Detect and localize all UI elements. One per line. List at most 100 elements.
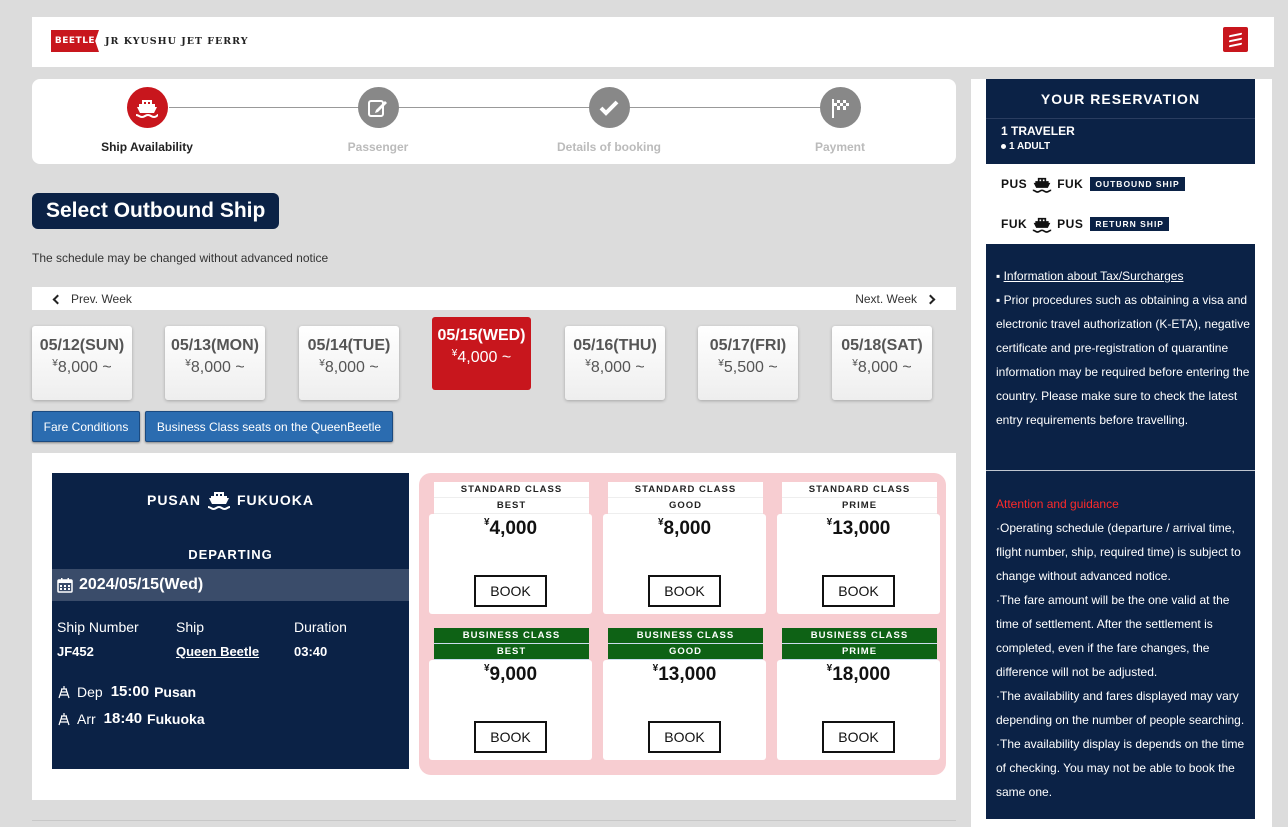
- site-header: BEETLE JR KYUSHU JET FERRY: [32, 17, 1274, 67]
- voyage-card: PUSAN FUKUOKA DEPARTING 2024/05/15(Wed) …: [32, 453, 956, 800]
- fare-conditions-button[interactable]: Fare Conditions: [32, 411, 140, 442]
- reservation-panel: YOUR RESERVATION 1 TRAVELER 1 ADULT PUS …: [986, 79, 1255, 819]
- day-date: 05/17(FRI): [709, 337, 787, 354]
- chevron-right-icon: [925, 294, 936, 305]
- route-from: PUSAN: [146, 492, 201, 508]
- day-price: ¥8,000 ~: [185, 358, 245, 376]
- prev-week-button[interactable]: Prev. Week: [52, 292, 132, 306]
- week-navigation: Prev. Week Next. Week: [32, 287, 956, 310]
- divider: [986, 470, 1255, 471]
- day-date: 05/18(SAT): [841, 337, 923, 354]
- check-icon: [588, 87, 630, 128]
- step-label: Payment: [814, 140, 866, 154]
- day-date: 05/16(THU): [573, 337, 657, 354]
- fare-standard-prime: ¥13,000 BOOK: [777, 514, 940, 614]
- step-label: Details of booking: [556, 140, 661, 154]
- day-tab-0512[interactable]: 05/12(SUN) ¥8,000 ~: [32, 326, 132, 400]
- step-passenger: Passenger: [278, 87, 478, 154]
- book-button[interactable]: BOOK: [648, 721, 721, 753]
- next-week-label: Next. Week: [855, 292, 917, 306]
- fare-price: ¥13,000: [652, 663, 717, 685]
- adult-count: 1 ADULT: [986, 138, 1255, 152]
- day-tab-0515-selected[interactable]: 05/15(WED) ¥4,000 ~: [432, 317, 531, 390]
- arrival-row: Arr 18:40 Fukuoka: [57, 710, 205, 727]
- reservation-title: YOUR RESERVATION: [986, 79, 1255, 119]
- menu-icon: [1229, 32, 1242, 37]
- arrival-port-icon: [58, 712, 70, 725]
- duration: 03:40: [294, 644, 328, 659]
- outbound-trip[interactable]: PUS FUK OUTBOUND SHIP: [986, 164, 1255, 204]
- fare-class-header: BUSINESS CLASS BEST: [434, 628, 589, 660]
- day-tab-0513[interactable]: 05/13(MON) ¥8,000 ~: [165, 326, 265, 400]
- step-ship-availability: Ship Availability: [47, 87, 247, 154]
- fare-class-header: STANDARD CLASS PRIME: [782, 482, 937, 514]
- day-tab-0516[interactable]: 05/16(THU) ¥8,000 ~: [565, 326, 665, 400]
- fare-class-header: BUSINESS CLASS GOOD: [608, 628, 763, 660]
- next-week-button[interactable]: Next. Week: [855, 292, 936, 306]
- book-button[interactable]: BOOK: [474, 721, 547, 753]
- fare-business-good: ¥13,000 BOOK: [603, 660, 766, 760]
- day-date: 05/14(TUE): [307, 337, 391, 354]
- calendar-icon: [57, 578, 73, 593]
- ship-number: JF452: [57, 644, 94, 659]
- book-button[interactable]: BOOK: [474, 575, 547, 607]
- return-tag: RETURN SHIP: [1090, 217, 1169, 231]
- day-date: 05/13(MON): [170, 337, 260, 354]
- step-details: Details of booking: [509, 87, 709, 154]
- beetle-logo[interactable]: BEETLE JR KYUSHU JET FERRY: [51, 28, 249, 54]
- day-price: ¥8,000 ~: [852, 358, 912, 376]
- book-button[interactable]: BOOK: [822, 721, 895, 753]
- outbound-tag: OUTBOUND SHIP: [1090, 177, 1185, 191]
- menu-button[interactable]: [1223, 27, 1248, 52]
- fare-standard-best: ¥4,000 BOOK: [429, 514, 592, 614]
- checkered-flag-icon: [819, 87, 861, 128]
- fare-class-header: BUSINESS CLASS PRIME: [782, 628, 937, 660]
- voyage-info: PUSAN FUKUOKA DEPARTING 2024/05/15(Wed) …: [52, 473, 409, 769]
- logo-text: JR KYUSHU JET FERRY: [105, 35, 249, 47]
- step-payment: Payment: [740, 87, 940, 154]
- book-button[interactable]: BOOK: [822, 575, 895, 607]
- fare-standard-good: ¥8,000 BOOK: [603, 514, 766, 614]
- chevron-left-icon: [52, 294, 63, 305]
- day-date: 05/12(SUN): [39, 337, 125, 354]
- guidance-item: ·Operating schedule (departure / arrival…: [996, 521, 1241, 583]
- fare-business-prime: ¥18,000 BOOK: [777, 660, 940, 760]
- fare-price: ¥9,000: [483, 663, 538, 685]
- day-tab-0517[interactable]: 05/17(FRI) ¥5,500 ~: [698, 326, 798, 400]
- page-title: Select Outbound Ship: [32, 193, 280, 229]
- edit-icon: [357, 87, 399, 128]
- return-trip[interactable]: FUK PUS RETURN SHIP: [986, 204, 1255, 244]
- guidance-title: Attention and guidance: [996, 497, 1119, 511]
- departure-row: Dep 15:00 Pusan: [57, 683, 196, 700]
- day-price: ¥8,000 ~: [319, 358, 379, 376]
- route-to: FUKUOKA: [237, 492, 314, 508]
- divider: [32, 820, 956, 821]
- day-price: ¥8,000 ~: [585, 358, 645, 376]
- schedule-notice: The schedule may be changed without adva…: [32, 251, 329, 265]
- step-label: Passenger: [347, 140, 409, 154]
- fare-class-header: STANDARD CLASS BEST: [434, 482, 589, 514]
- fare-price: ¥18,000: [826, 663, 891, 685]
- departing-label: DEPARTING: [188, 547, 273, 562]
- step-connector: [169, 107, 861, 108]
- entry-requirements-note: Prior procedures such as obtaining a vis…: [996, 293, 1250, 427]
- reservation-sidebar: YOUR RESERVATION 1 TRAVELER 1 ADULT PUS …: [971, 79, 1272, 827]
- tax-surcharges-link[interactable]: Information about Tax/Surcharges: [1003, 269, 1184, 283]
- day-tab-0514[interactable]: 05/14(TUE) ¥8,000 ~: [299, 326, 399, 400]
- ship-name-link[interactable]: Queen Beetle: [176, 644, 260, 659]
- fare-options: STANDARD CLASS BEST ¥4,000 BOOK STANDARD …: [419, 473, 946, 775]
- day-date: 05/15(WED): [437, 327, 526, 344]
- guidance-item: ·The fare amount will be the one valid a…: [996, 593, 1230, 679]
- departure-port-icon: [58, 685, 70, 698]
- bullet-icon: [1001, 144, 1006, 149]
- traveler-count: 1 TRAVELER: [1001, 124, 1075, 138]
- ship-icon: [126, 87, 168, 128]
- step-label: Ship Availability: [101, 140, 193, 154]
- book-button[interactable]: BOOK: [648, 575, 721, 607]
- fare-class-header: STANDARD CLASS GOOD: [608, 482, 763, 514]
- prev-week-label: Prev. Week: [71, 292, 132, 306]
- fare-price: ¥13,000: [826, 517, 891, 539]
- business-class-info-button[interactable]: Business Class seats on the QueenBeetle: [145, 411, 393, 442]
- ship-icon: [1032, 217, 1052, 233]
- day-tab-0518[interactable]: 05/18(SAT) ¥8,000 ~: [832, 326, 932, 400]
